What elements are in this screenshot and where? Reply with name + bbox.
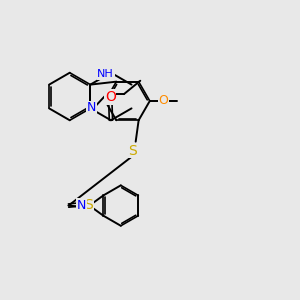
Text: O: O	[158, 94, 168, 107]
Text: O: O	[105, 90, 116, 104]
Text: N: N	[77, 199, 86, 212]
Text: NH: NH	[97, 69, 114, 79]
Text: S: S	[84, 198, 93, 212]
Text: S: S	[128, 144, 137, 158]
Text: N: N	[87, 101, 96, 114]
